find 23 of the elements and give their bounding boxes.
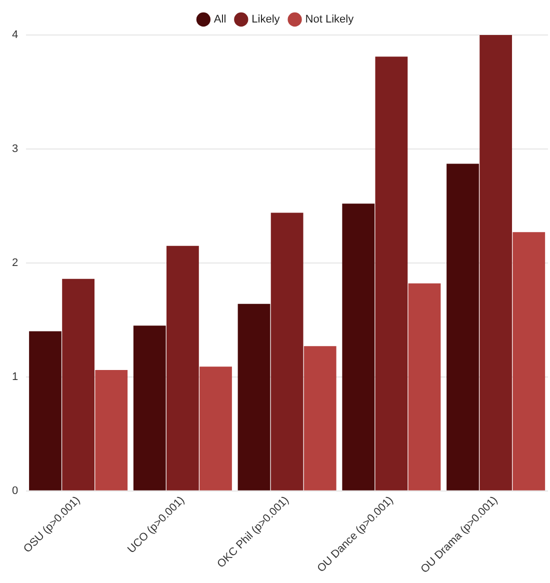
bar: [200, 366, 232, 490]
bar: [512, 232, 546, 490]
bar: [95, 370, 128, 490]
bar: [342, 204, 375, 490]
bar: [133, 326, 166, 490]
bar: [408, 283, 441, 490]
y-tick-label: 0: [12, 484, 18, 497]
bar: [166, 246, 199, 490]
y-tick-label: 1: [12, 370, 18, 383]
bar: [446, 164, 479, 490]
y-tick-label: 3: [12, 142, 18, 155]
legend-label: All: [214, 14, 226, 26]
bar: [270, 212, 304, 490]
bar: [238, 304, 270, 490]
bar: [480, 35, 512, 490]
y-tick-label: 2: [12, 256, 18, 269]
legend-label: Likely: [252, 14, 280, 26]
legend-label: Not Likely: [305, 14, 354, 26]
bar: [29, 331, 62, 490]
bar: [304, 346, 336, 490]
y-tick-label: 4: [12, 29, 18, 42]
bar: [62, 278, 94, 490]
bar: [375, 56, 408, 490]
